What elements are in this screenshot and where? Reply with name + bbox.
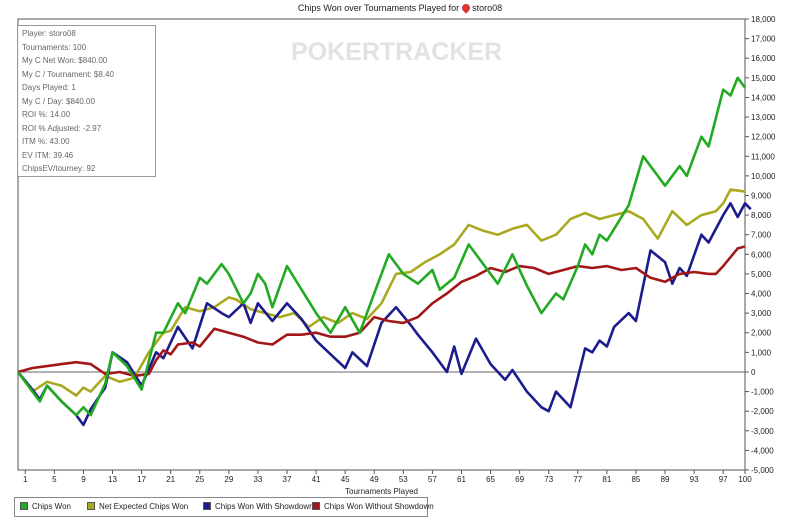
legend-label: Chips Won Without Showdown [324, 502, 434, 511]
x-tick-label: 85 [631, 475, 640, 484]
x-tick-label: 13 [108, 475, 117, 484]
legend-swatch [312, 502, 320, 510]
x-tick-label: 1 [23, 475, 28, 484]
y-tick-label: 2,000 [751, 329, 772, 338]
x-tick-label: 93 [690, 475, 699, 484]
series-line-chips-won-without-showdown [17, 245, 746, 378]
x-tick-label: 17 [137, 475, 146, 484]
stats-box: Player: storo08 Tournaments: 100 My C Net … [17, 25, 156, 177]
y-tick-label: 14,000 [751, 93, 776, 102]
x-tick-label: 97 [719, 475, 728, 484]
y-tick-label: -1,000 [751, 388, 774, 397]
stats-line: EV ITM: 39.46 [22, 150, 74, 160]
x-tick-label: 89 [661, 475, 670, 484]
y-tick-label: -3,000 [751, 427, 774, 436]
stats-line: My C / Day: $840.00 [22, 96, 95, 106]
y-tick-label: 6,000 [751, 250, 772, 259]
x-tick-label: 57 [428, 475, 437, 484]
legend-label: Chips Won With Showdown [215, 502, 314, 511]
y-tick-label: 5,000 [751, 270, 772, 279]
legend-swatch [20, 502, 28, 510]
x-tick-label: 9 [81, 475, 86, 484]
y-tick-label: 8,000 [751, 211, 772, 220]
y-tick-label: 16,000 [751, 54, 776, 63]
x-tick-label: 69 [515, 475, 524, 484]
x-tick-label: 37 [283, 475, 292, 484]
y-tick-label: -5,000 [751, 466, 774, 475]
x-tick-label: 25 [195, 475, 204, 484]
chart-legend: Chips Won Net Expected Chips Won Chips Won… [14, 497, 434, 517]
stats-line: ChipsEV/tourney: 92 [22, 164, 96, 173]
y-tick-label: -4,000 [751, 446, 774, 455]
chart-title-text: Chips Won over Tournaments Played for [297, 3, 460, 13]
legend-item: Net Expected Chips Won [87, 502, 188, 511]
legend-item: Chips Won [20, 502, 71, 511]
legend-item: Chips Won Without Showdown [312, 502, 434, 511]
y-tick-label: -2,000 [751, 407, 774, 416]
stats-line: ROI % Adjusted: -2.97 [22, 123, 102, 133]
y-tick-label: 13,000 [751, 113, 776, 122]
y-tick-label: 15,000 [751, 74, 776, 83]
stats-line: ROI %: 14.00 [22, 110, 71, 119]
x-tick-label: 81 [602, 475, 611, 484]
y-tick-label: 12,000 [751, 133, 776, 142]
series-line-net-expected-chips-won [16, 188, 746, 397]
stats-line: My C Net Won: $840.00 [22, 56, 108, 65]
x-tick-label: 53 [399, 475, 408, 484]
x-tick-label: 33 [253, 475, 262, 484]
y-tick-label: 1,000 [751, 348, 772, 357]
stats-line: Player: storo08 [22, 29, 76, 38]
stats-line: Tournaments: 100 [22, 42, 87, 52]
legend-label: Net Expected Chips Won [99, 502, 189, 511]
x-tick-label: 73 [544, 475, 553, 484]
x-tick-label: 29 [224, 475, 233, 484]
y-tick-label: 17,000 [751, 35, 776, 44]
chart-title-player: storo08 [472, 3, 503, 13]
pokertracker-watermark: POKERTRACKER [291, 38, 503, 66]
x-tick-label: 45 [341, 475, 350, 484]
x-tick-label: 61 [457, 475, 466, 484]
chart-title: Chips Won over Tournaments Played for sto… [0, 2, 800, 14]
x-tick-label: 5 [52, 475, 57, 484]
series-line-chips-won-with-showdown [16, 202, 752, 427]
stats-line: Days Played: 1 [22, 83, 76, 92]
y-tick-label: 4,000 [751, 290, 772, 299]
y-tick-label: 7,000 [751, 231, 772, 240]
legend-item: Chips Won With Showdown [203, 502, 314, 511]
legend-label: Chips Won [32, 502, 71, 511]
y-tick-label: 0 [751, 368, 756, 377]
x-axis-label: Tournaments Played [345, 487, 418, 496]
x-tick-label: 41 [312, 475, 321, 484]
stats-line: My C / Tournament: $8.40 [22, 69, 114, 79]
y-tick-label: 11,000 [751, 152, 775, 161]
y-tick-label: 3,000 [751, 309, 772, 318]
plot-frame [17, 18, 746, 471]
x-tick-label: 49 [370, 475, 379, 484]
legend-swatch [203, 502, 211, 510]
x-tick-label: 77 [573, 475, 582, 484]
x-tick-label: 100 [738, 475, 752, 484]
legend-swatch [87, 502, 95, 510]
y-tick-label: 9,000 [751, 191, 772, 200]
y-tick-label: 10,000 [751, 172, 776, 181]
y-tick-label: 18,000 [751, 15, 776, 24]
x-tick-label: 21 [166, 475, 175, 484]
x-tick-label: 65 [486, 475, 495, 484]
series-line-chips-won [16, 76, 747, 417]
stats-line: ITM %: 43.00 [22, 137, 70, 146]
